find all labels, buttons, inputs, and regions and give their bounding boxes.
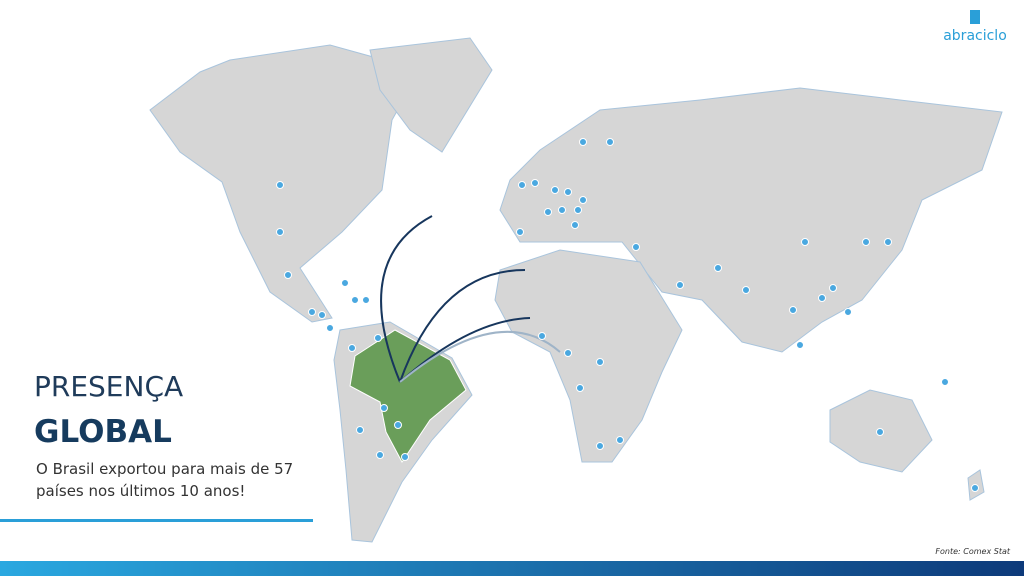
logo-text: abraciclo: [943, 28, 1007, 44]
logo-icon: [970, 10, 980, 24]
pin: [374, 334, 382, 342]
pin: [632, 243, 640, 251]
pin: [606, 138, 614, 146]
pin: [394, 421, 402, 429]
pin: [380, 404, 388, 412]
title-line: PRESENÇA: [34, 370, 183, 403]
pin: [742, 286, 750, 294]
pin: [789, 306, 797, 314]
pin: [356, 426, 364, 434]
pin: [538, 332, 546, 340]
pin: [308, 308, 316, 316]
pin: [348, 344, 356, 352]
divider: [0, 519, 313, 522]
pin: [351, 296, 359, 304]
pin: [362, 296, 370, 304]
pin: [376, 451, 384, 459]
pin: [676, 281, 684, 289]
pin: [341, 279, 349, 287]
title-line: GLOBAL: [34, 414, 172, 450]
pin: [862, 238, 870, 246]
arc: [399, 330, 561, 383]
pin: [844, 308, 852, 316]
pin: [884, 238, 892, 246]
pin: [818, 294, 826, 302]
arc: [399, 269, 526, 383]
pin: [401, 453, 409, 461]
export-arcs: [380, 215, 561, 383]
eurasia: [499, 87, 1003, 353]
pin: [518, 181, 526, 189]
pin: [829, 284, 837, 292]
pin: [616, 436, 624, 444]
pin: [714, 264, 722, 272]
pin: [596, 358, 604, 366]
pin: [596, 442, 604, 450]
pin: [284, 271, 292, 279]
brazil: [349, 329, 467, 463]
arc: [380, 215, 433, 383]
pin: [579, 196, 587, 204]
pin: [326, 324, 334, 332]
pin: [318, 311, 326, 319]
pin: [971, 484, 979, 492]
greenland: [369, 37, 493, 153]
source: Fonte: Comex Stat: [935, 547, 1010, 556]
pin: [276, 181, 284, 189]
pin: [551, 186, 559, 194]
pin: [531, 179, 539, 187]
pin: [801, 238, 809, 246]
pin: [516, 228, 524, 236]
pin: [276, 228, 284, 236]
body-line: países nos últimos 10 anos!: [36, 482, 245, 500]
pins: [276, 138, 979, 492]
pin: [558, 206, 566, 214]
body-line: O Brasil exportou para mais de 57: [36, 460, 293, 478]
pin: [941, 378, 949, 386]
pin: [876, 428, 884, 436]
pin: [564, 188, 572, 196]
pin: [574, 206, 582, 214]
pin: [796, 341, 804, 349]
pin: [576, 384, 584, 392]
pin: [571, 221, 579, 229]
pin: [579, 138, 587, 146]
logo: abraciclo: [943, 10, 1007, 44]
pin: [564, 349, 572, 357]
pin: [544, 208, 552, 216]
footer-bar: [0, 561, 1024, 576]
